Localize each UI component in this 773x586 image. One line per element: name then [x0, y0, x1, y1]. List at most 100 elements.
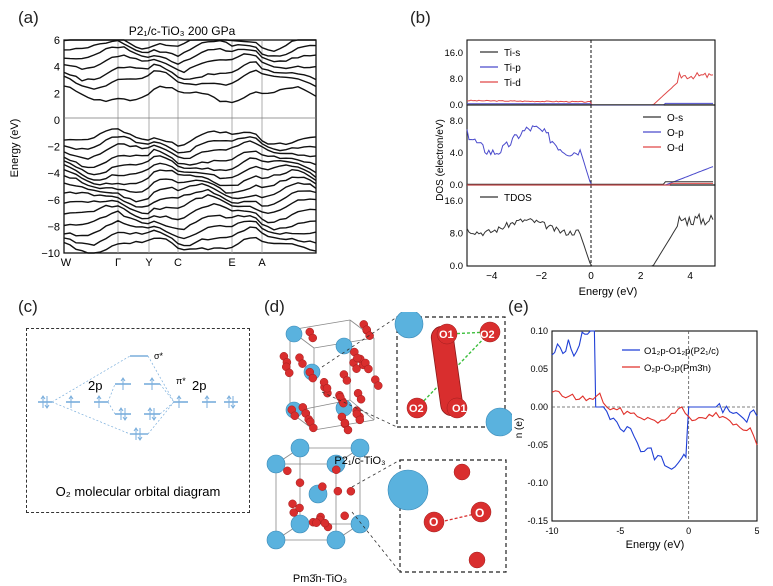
electron-arrow: [40, 395, 46, 408]
pdos-ytick-label: 0.0: [450, 261, 463, 272]
band-line: [63, 140, 317, 160]
k-point-label: Y: [145, 257, 153, 269]
chart-xtick-label: 5: [754, 526, 759, 536]
o-atom: [309, 423, 318, 433]
atom-label-o-left: O: [429, 515, 438, 529]
band-line: [63, 182, 317, 203]
chart-xtick-label: -10: [545, 526, 558, 536]
chart-frame: [551, 330, 758, 522]
band-line: [63, 188, 317, 208]
o-atom: [333, 486, 343, 496]
pdos-legend-label: O-d: [667, 143, 684, 154]
ti-atom: [350, 438, 370, 458]
chart-ytick-label: -0.15: [527, 516, 548, 526]
legend-label: O1₂p-O1₂p(P2₁/c): [644, 346, 719, 357]
electron-arrow: [96, 395, 102, 408]
pdos-ytick-label: 8.0: [450, 74, 463, 85]
pdos-ylabel: DOS (electron/eV): [435, 119, 446, 201]
pdos-legend-label: O-s: [667, 113, 683, 124]
ti-atom: [350, 514, 370, 534]
o-atom: [340, 511, 349, 521]
band-line: [63, 148, 317, 169]
o-atom: [308, 373, 318, 383]
correlation-line: [51, 355, 131, 403]
correlation-line: [107, 401, 116, 415]
pdos-xtick-label: −2: [536, 271, 548, 282]
mo-diagram: 2p 2p σ* π* O₂ molecular orbital diagram: [38, 351, 238, 499]
o-d-curve: [467, 182, 713, 186]
legend-label: O₂p-O₂p(Pm3̄n): [644, 363, 711, 374]
pdos-legend-label: Ti-d: [504, 78, 521, 89]
electron-arrow: [133, 427, 139, 440]
o-atom: [343, 425, 353, 435]
pdos-legend-label: TDOS: [504, 193, 532, 204]
tdos-curve: [466, 212, 714, 267]
mo-right-2p: 2p: [192, 378, 206, 393]
zoom-box-bottom: [399, 459, 507, 573]
o-atom: [342, 376, 352, 385]
o-atom: [479, 321, 501, 343]
ti-atom: [285, 325, 303, 343]
atom-label-o1-bottom: O1: [452, 403, 467, 415]
band-line: [63, 226, 317, 247]
o-atom: [295, 503, 304, 513]
o-atom: [346, 487, 356, 496]
o-s-curve: [467, 181, 713, 185]
pdos-xlabel: Energy (eV): [579, 286, 638, 298]
correlation-line: [147, 355, 175, 403]
k-point-label: Γ: [115, 257, 121, 269]
band-ytick-label: −2: [47, 142, 60, 154]
ti-atom: [394, 312, 424, 339]
ti-atom: [290, 438, 310, 458]
ti-atom: [290, 514, 310, 534]
band-line: [63, 61, 317, 82]
ti-p-curve: [467, 102, 713, 106]
band-line: [63, 202, 317, 224]
panel-label-b: (b): [410, 8, 431, 27]
chart-ytick-label: 0.10: [530, 326, 548, 336]
chart-ytick-label: -0.05: [527, 440, 548, 450]
o-atom: [364, 364, 373, 374]
band-line: [63, 194, 317, 215]
band-line: [63, 46, 317, 65]
k-point-label: E: [228, 257, 235, 269]
o-atom: [453, 463, 471, 481]
pdos-legend-label: Ti-p: [504, 63, 521, 74]
pdos-ytick-label: 4.0: [450, 148, 463, 159]
o-atom: [312, 518, 321, 527]
ti-atom: [335, 337, 353, 355]
band-plot-frame: [63, 39, 317, 254]
correlation-line: [51, 401, 131, 435]
o-atom: [284, 368, 294, 378]
pdos-ytick-label: 0.0: [450, 100, 463, 111]
pm3n-caption: Pm3̄n-TiO₃: [293, 573, 347, 585]
o-atom: [436, 323, 458, 345]
band-line: [63, 210, 317, 231]
correlation-line: [147, 401, 175, 435]
crystal-structures: P2₁/c-TiO₃ Pm3̄n-TiO₃ O1 O2 O2 O1 O O: [266, 312, 512, 585]
o-atom: [355, 415, 365, 425]
band-line: [63, 135, 317, 154]
cell-edge: [321, 391, 398, 428]
o-atom: [318, 482, 327, 491]
band-ytick-label: −6: [47, 195, 60, 207]
atom-label-o2-top: O2: [480, 329, 495, 341]
chart-xtick-label: 0: [686, 526, 691, 536]
pdos-legend-label: Ti-s: [504, 48, 520, 59]
electron-arrow: [149, 377, 155, 390]
electron-arrow: [151, 408, 157, 421]
o-o-distance: [439, 512, 480, 523]
o-atom: [446, 397, 468, 419]
o-atom: [356, 395, 366, 404]
electron-arrow: [230, 396, 236, 409]
band-ytick-label: 2: [54, 88, 60, 100]
mo-pi-star: π*: [176, 376, 186, 386]
pdos-xtick-label: 2: [638, 271, 644, 282]
o-atom: [374, 381, 383, 390]
cell-edge: [349, 399, 375, 421]
band-line: [63, 39, 317, 58]
ti-atom: [266, 530, 286, 550]
pdos-legend-label: O-p: [667, 128, 684, 139]
band-ytick-label: 4: [54, 62, 60, 74]
mo-sigma-star: σ*: [154, 351, 164, 361]
